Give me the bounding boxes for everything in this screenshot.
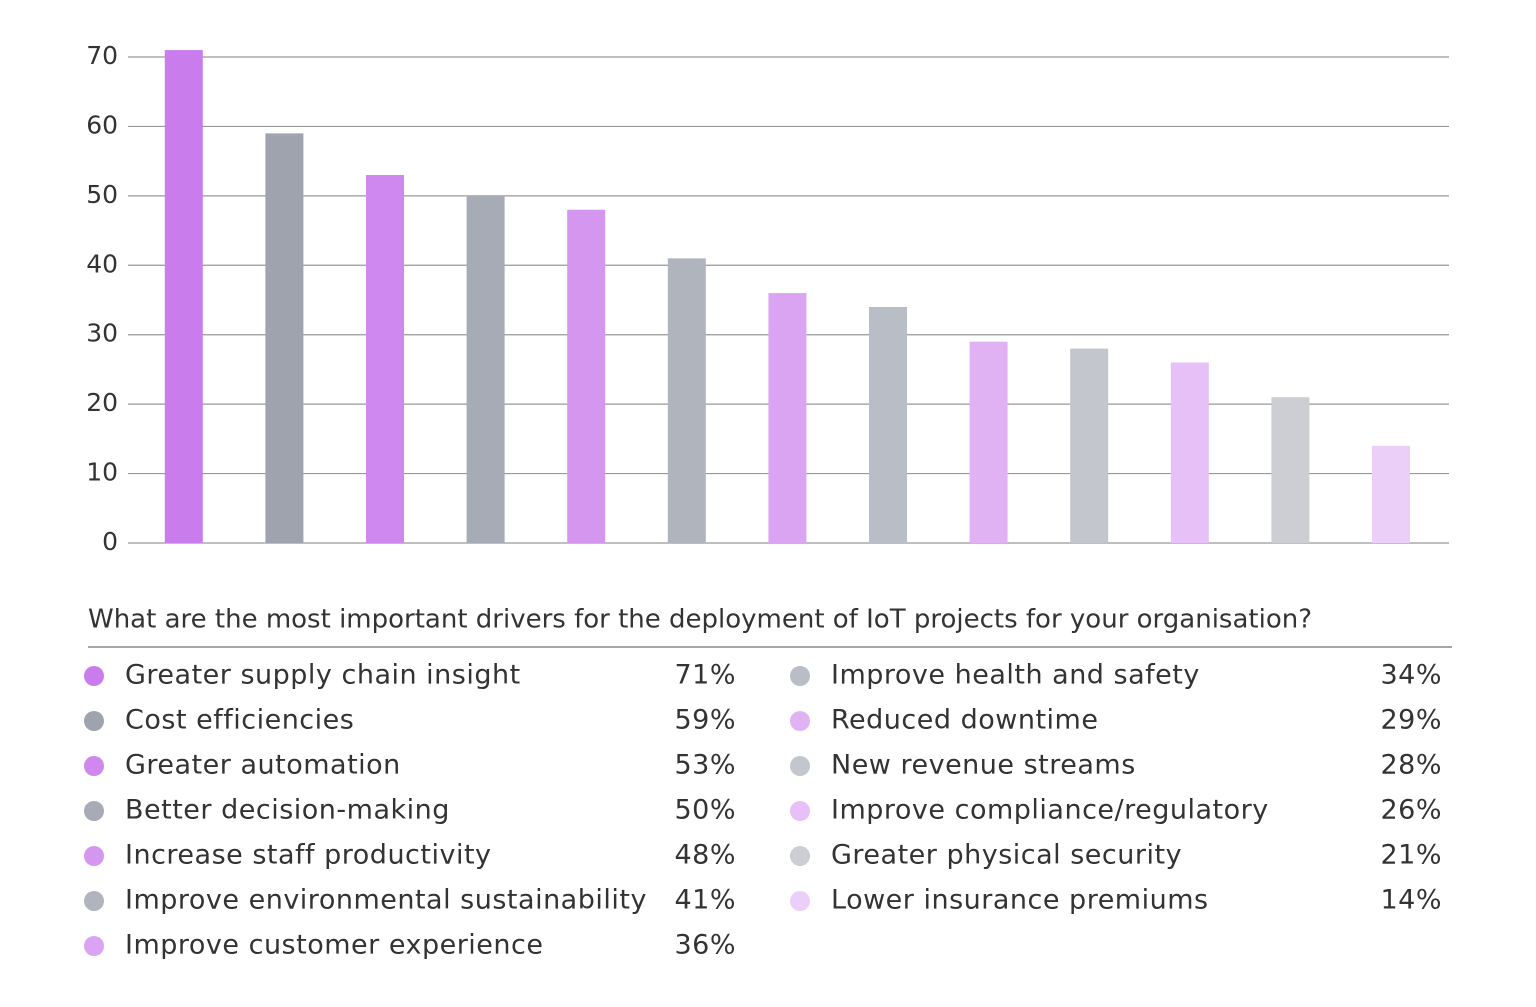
value-label: 50% <box>674 795 736 826</box>
legend-swatch <box>790 801 810 821</box>
bar <box>1170 362 1209 543</box>
legend-label: Improve environmental sustainability <box>125 885 647 916</box>
bar <box>869 306 907 543</box>
y-tick-label: 50 <box>86 180 118 209</box>
legend-swatch <box>790 756 810 776</box>
y-tick-label: 20 <box>86 388 118 417</box>
bar <box>768 293 807 543</box>
legend-label: Improve customer experience <box>125 930 543 961</box>
legend-label: Greater physical security <box>831 840 1182 871</box>
legend-swatch <box>790 666 810 686</box>
bar <box>667 258 706 543</box>
bar <box>969 341 1008 543</box>
value-label: 48% <box>674 840 736 871</box>
value-label: 59% <box>674 705 736 736</box>
bar <box>1271 397 1310 543</box>
y-tick-label: 10 <box>86 458 118 487</box>
value-label: 14% <box>1380 885 1442 916</box>
chart-title: What are the most important drivers for … <box>88 605 1312 635</box>
value-label: 34% <box>1380 660 1442 691</box>
legend-label: New revenue streams <box>831 750 1136 781</box>
legend-label: Greater automation <box>125 750 401 781</box>
legend-label: Improve compliance/regulatory <box>831 795 1269 826</box>
value-label: 41% <box>674 885 736 916</box>
bar <box>1372 445 1410 543</box>
bar <box>466 195 505 543</box>
y-tick-label: 60 <box>86 110 118 139</box>
y-tick-label: 0 <box>102 527 118 556</box>
legend-swatch <box>84 756 104 776</box>
value-label: 26% <box>1380 795 1442 826</box>
bar <box>366 175 404 543</box>
legend-label: Increase staff productivity <box>125 840 492 871</box>
value-label: 21% <box>1380 840 1442 871</box>
bar <box>1070 348 1109 543</box>
legend-swatch <box>84 711 104 731</box>
y-tick-label: 70 <box>86 41 118 70</box>
legend-swatch <box>84 936 104 956</box>
legend-swatch <box>790 846 810 866</box>
value-label: 53% <box>674 750 736 781</box>
legend-label: Cost efficiencies <box>125 705 354 736</box>
legend-swatch <box>790 711 810 731</box>
legend-label: Greater supply chain insight <box>125 660 521 691</box>
value-label: 36% <box>674 930 736 961</box>
bar <box>567 209 606 543</box>
legend-label: Reduced downtime <box>831 705 1098 736</box>
bar <box>265 133 304 543</box>
value-label: 28% <box>1380 750 1442 781</box>
y-tick-label: 40 <box>86 249 118 278</box>
legend-swatch <box>790 891 810 911</box>
y-tick-label: 30 <box>86 319 118 348</box>
value-label: 29% <box>1380 705 1442 736</box>
legend-swatch <box>84 846 104 866</box>
legend-label: Lower insurance premiums <box>831 885 1209 916</box>
legend-label: Better decision-making <box>125 795 450 826</box>
legend-swatch <box>84 666 104 686</box>
legend-label: Improve health and safety <box>831 660 1200 691</box>
legend-swatch <box>84 891 104 911</box>
bar <box>164 50 203 544</box>
legend-swatch <box>84 801 104 821</box>
value-label: 71% <box>674 660 736 691</box>
